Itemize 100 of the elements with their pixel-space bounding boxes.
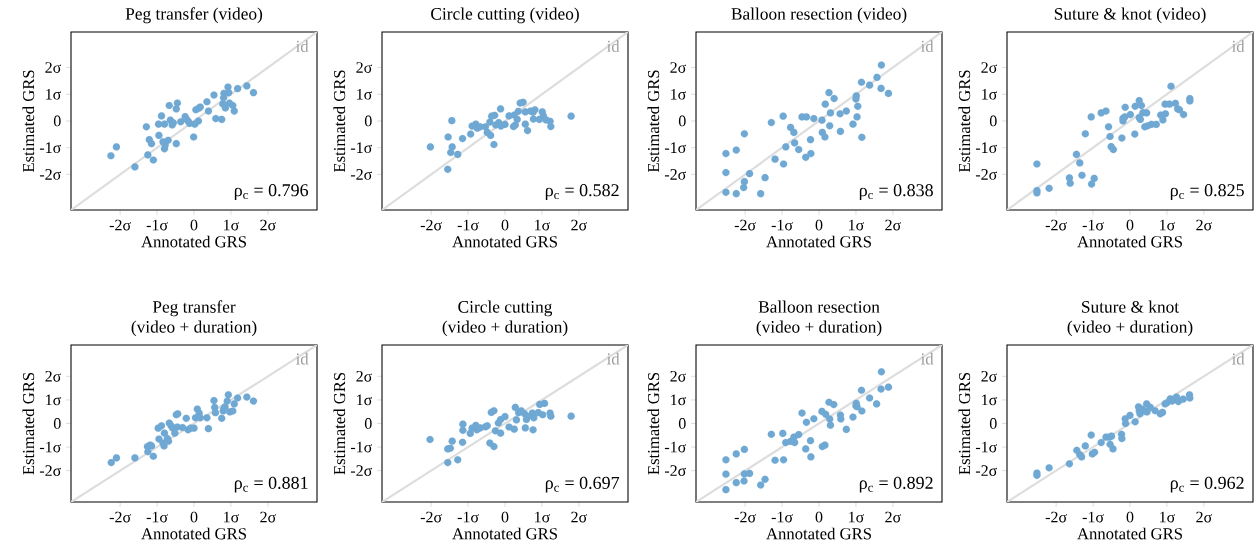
y-tick-label: 1σ [46,394,62,406]
y-tick-label: 2σ [981,370,998,382]
x-tick-label: -1σ [771,219,793,231]
y-tick-label: -2σ [39,465,62,476]
series-label: id [606,352,620,365]
x-tick-label: 1σ [224,219,240,231]
x-axis-title: Annotated GRS [1077,527,1182,540]
chart-subtitle: (video + duration) [442,320,568,337]
y-tick-label: -1σ [39,142,62,154]
annotation: ρ$_{c}$ = 0.838 [859,184,933,200]
y-tick-label: -2σ [350,465,373,476]
x-axis-title: Annotated GRS [766,235,871,248]
y-tick-label: 0 [53,418,61,429]
series-label: id [920,352,934,365]
y-tick-label: 0 [678,418,686,429]
x-tick-label: -1σ [457,511,479,523]
x-axis-title: Annotated GRS [452,527,557,540]
x-tick-label: -2σ [1045,511,1067,523]
x-tick-label: -1σ [146,511,168,523]
x-tick-label: 2σ [885,511,901,523]
x-tick-label: -2σ [420,511,442,523]
x-tick-label: -1σ [1082,219,1104,231]
y-tick-label: -1σ [664,142,687,154]
series-label: id [1231,352,1245,365]
y-tick-label: 0 [989,115,997,127]
y-axis-title: Estimated GRS [647,70,660,173]
x-tick-label: -1σ [146,219,168,231]
x-tick-label: 0 [815,511,823,523]
x-tick-label: -2σ [420,219,442,231]
y-tick-label: -2σ [975,169,998,180]
x-tick-label: 0 [1126,511,1134,523]
y-tick-label: -1σ [39,441,62,453]
y-tick-label: 0 [364,418,372,429]
chart-title: Balloon resection [758,300,880,313]
chart-subtitle: (video + duration) [1067,320,1193,337]
chart-title: Circle cutting (video) [431,7,579,24]
annotation: ρ$_{c}$ = 0.825 [1170,184,1244,200]
x-tick-label: 0 [1126,219,1134,231]
y-tick-label: 1σ [357,88,373,100]
x-tick-label: 1σ [224,511,240,523]
x-tick-label: 2σ [885,219,901,231]
y-tick-label: 1σ [46,88,62,100]
y-axis-title: Estimated GRS [647,372,660,475]
x-tick-label: -2σ [109,511,131,523]
annotation: ρ$_{c}$ = 0.881 [234,476,308,493]
x-tick-label: 0 [501,219,509,231]
x-tick-label: 2σ [571,219,587,231]
y-axis-title: Estimated GRS [22,70,35,173]
y-axis-title: Estimated GRS [958,70,971,173]
x-tick-label: 0 [815,219,823,231]
series-label: id [296,40,309,52]
annotation: ρ$_{c}$ = 0.962 [1170,476,1244,493]
annotation: ρ$_{c}$ = 0.796 [234,184,309,200]
y-axis-title: Estimated GRS [333,372,346,475]
x-tick-label: -2σ [734,511,756,523]
y-tick-label: 0 [678,115,686,127]
x-tick-label: -1σ [771,511,793,523]
x-tick-label: 1σ [535,511,551,523]
x-tick-label: 0 [190,219,198,231]
series-label: id [920,40,934,52]
y-tick-label: 2σ [356,370,373,382]
series-label: id [296,352,309,365]
x-tick-label: -2σ [734,219,756,231]
x-tick-label: 2σ [260,219,276,231]
x-axis-title: Annotated GRS [141,235,246,248]
y-tick-label: -1σ [664,441,687,453]
x-tick-label: 1σ [849,219,865,231]
x-tick-label: 0 [190,511,198,523]
x-tick-label: -2σ [109,219,131,231]
x-axis-title: Annotated GRS [452,235,557,248]
y-tick-label: 2σ [670,62,687,73]
y-tick-label: 0 [989,418,997,429]
y-tick-label: 0 [364,115,372,127]
chart-title: Balloon resection (video) [731,7,907,24]
x-tick-label: 2σ [260,511,276,523]
annotation: ρ$_{c}$ = 0.582 [545,184,619,200]
x-tick-label: 2σ [571,511,587,523]
y-tick-label: 1σ [982,88,998,100]
y-axis-title: Estimated GRS [958,372,971,475]
x-tick-label: -1σ [457,219,479,231]
y-tick-label: -2σ [975,465,998,476]
y-axis-title: Estimated GRS [22,372,35,475]
chart-title: Suture & knot (video) [1054,7,1206,24]
y-tick-label: 2σ [981,62,998,73]
x-axis-title: Annotated GRS [1077,235,1182,248]
y-tick-label: -2σ [664,465,687,476]
x-tick-label: -1σ [1082,511,1104,523]
x-tick-label: 1σ [849,511,865,523]
chart-subtitle: (video + duration) [756,320,882,337]
chart-title: Peg transfer (video) [125,7,263,24]
x-tick-label: 1σ [535,219,551,231]
chart-title: Peg transfer [152,300,236,317]
x-tick-label: 2σ [1196,511,1212,523]
annotation: ρ$_{c}$ = 0.697 [545,476,620,493]
series-label: id [1231,40,1245,52]
x-tick-label: -2σ [1045,219,1067,231]
chart-title: Suture & knot [1082,300,1179,313]
x-tick-label: 0 [501,511,509,523]
x-axis-title: Annotated GRS [141,527,246,540]
y-tick-label: 1σ [671,88,687,100]
